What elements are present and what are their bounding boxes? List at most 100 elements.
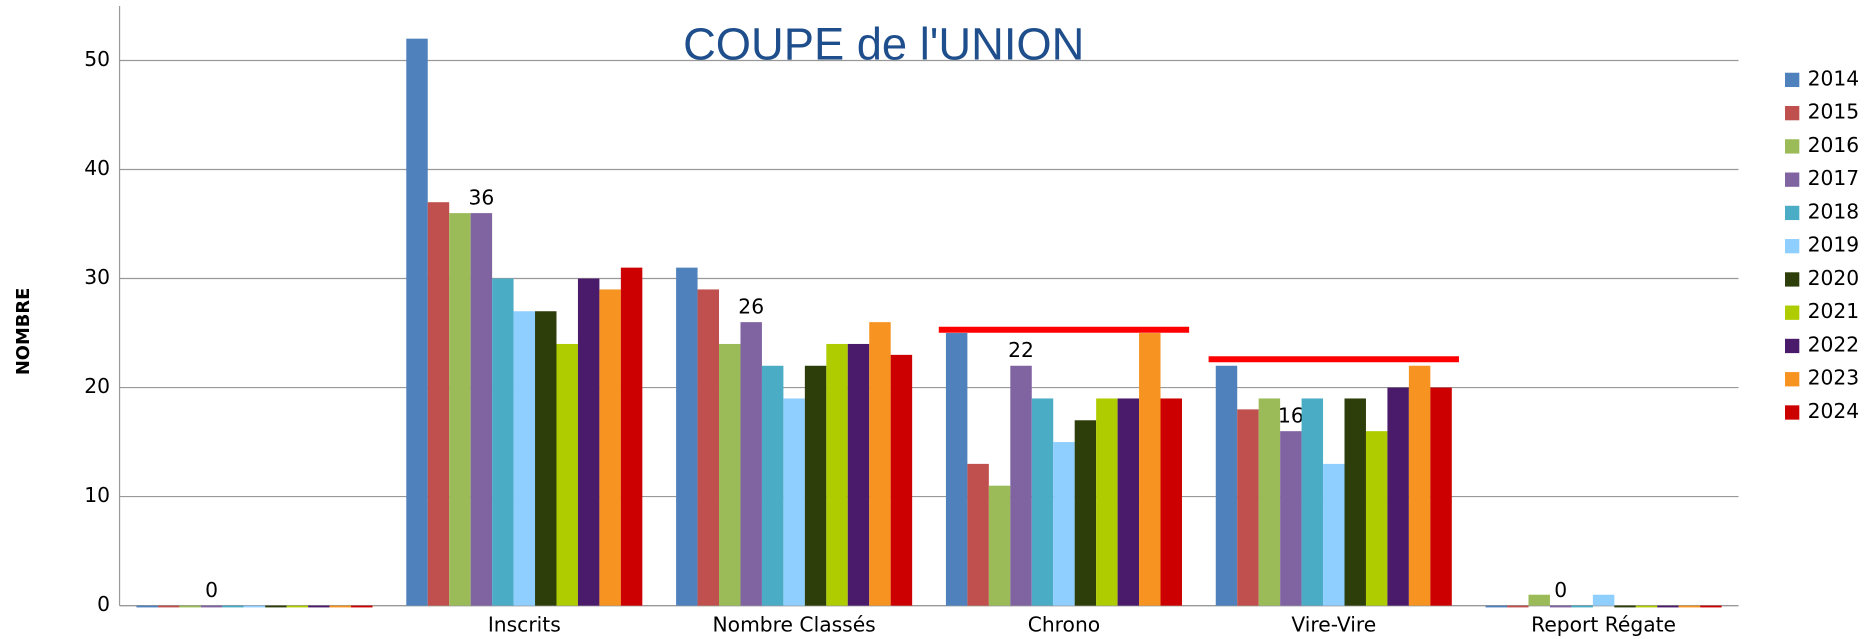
bar	[1258, 398, 1281, 606]
legend-label: 2016	[1808, 133, 1860, 157]
bar	[967, 463, 989, 606]
legend-label: 2017	[1808, 166, 1860, 190]
y-axis-label: NOMBRE	[13, 288, 34, 376]
bar	[179, 605, 201, 608]
bar	[556, 343, 578, 606]
bar	[1117, 398, 1140, 606]
bar	[1053, 442, 1075, 606]
legend-label: 2023	[1808, 366, 1860, 390]
x-tick-label: Report Régate	[1531, 612, 1676, 636]
data-label: 36	[468, 185, 494, 209]
bar	[577, 278, 600, 606]
bar	[1237, 409, 1259, 606]
legend-label: 2021	[1808, 299, 1860, 323]
legend-swatch	[1785, 172, 1800, 187]
data-label: 16	[1278, 403, 1304, 427]
bar	[599, 289, 621, 606]
bar	[1700, 605, 1722, 608]
bar	[286, 605, 309, 608]
bar	[1678, 605, 1701, 608]
bar	[427, 202, 450, 606]
bar	[1323, 463, 1345, 606]
bar	[1010, 365, 1032, 606]
bar	[1074, 420, 1097, 606]
x-tick-label: Vire-Vire	[1291, 612, 1376, 636]
legend-label: 2018	[1808, 199, 1860, 223]
x-tick-label: Inscrits	[488, 612, 561, 636]
bar	[1507, 605, 1529, 608]
legend-swatch	[1785, 305, 1800, 320]
bar	[1160, 398, 1182, 606]
y-tick-label: 50	[84, 47, 110, 71]
bar	[200, 605, 223, 608]
legend-swatch	[1785, 372, 1800, 387]
bar	[869, 322, 891, 606]
bar	[1571, 605, 1593, 608]
bar	[1280, 431, 1302, 606]
bar	[620, 267, 643, 606]
bar	[329, 605, 352, 608]
bar	[1215, 365, 1238, 606]
bar	[1635, 605, 1658, 608]
y-tick-label: 40	[84, 156, 110, 180]
bar	[1408, 365, 1431, 606]
bar	[826, 343, 848, 606]
y-tick-label: 20	[84, 374, 110, 398]
legend-label: 2024	[1808, 399, 1860, 423]
legend-swatch	[1785, 205, 1800, 221]
bar	[1549, 605, 1572, 608]
bar	[761, 365, 784, 606]
bar	[1592, 594, 1615, 606]
y-tick-label: 30	[84, 265, 110, 289]
x-tick-label: Chrono	[1028, 612, 1100, 636]
bar	[157, 605, 180, 608]
bar	[1485, 605, 1508, 608]
bar	[351, 605, 373, 608]
bar	[1096, 398, 1118, 606]
legend-label: 2020	[1808, 266, 1860, 290]
bar	[988, 485, 1011, 606]
legend-swatch	[1785, 72, 1800, 88]
bar	[1365, 431, 1388, 606]
bar	[406, 38, 428, 606]
data-label: 26	[738, 294, 764, 318]
bar	[804, 365, 827, 606]
bar	[719, 343, 741, 606]
bar	[308, 605, 330, 608]
x-tick-label: Nombre Classés	[713, 612, 876, 636]
data-label: 0	[1554, 578, 1567, 602]
bar	[890, 354, 913, 606]
bar	[1031, 398, 1054, 606]
chart-title: COUPE de l'UNION	[683, 19, 1084, 70]
bar	[945, 333, 968, 606]
legend-swatch	[1785, 338, 1800, 354]
bar	[1387, 387, 1409, 606]
legend-swatch	[1785, 405, 1800, 420]
legend-swatch	[1785, 239, 1800, 254]
legend-label: 2019	[1808, 233, 1860, 257]
bar	[265, 605, 287, 608]
bar	[535, 311, 557, 606]
bar	[449, 213, 471, 606]
data-label: 0	[205, 578, 218, 602]
legend-swatch	[1785, 105, 1800, 121]
legend-label: 2015	[1808, 100, 1860, 124]
bar	[1344, 398, 1366, 606]
bar	[222, 605, 244, 608]
bar	[697, 289, 720, 606]
bar	[513, 311, 536, 606]
bar	[243, 605, 266, 608]
y-tick-label: 10	[84, 483, 110, 507]
legend-label: 2014	[1808, 66, 1860, 90]
bar	[847, 343, 870, 606]
bar	[1528, 594, 1550, 606]
legend-swatch	[1785, 139, 1800, 154]
bar	[1614, 605, 1636, 608]
legend-label: 2022	[1808, 332, 1860, 356]
bar	[676, 267, 698, 606]
data-label: 22	[1008, 338, 1034, 362]
bar	[136, 605, 158, 608]
bar	[1430, 387, 1452, 606]
